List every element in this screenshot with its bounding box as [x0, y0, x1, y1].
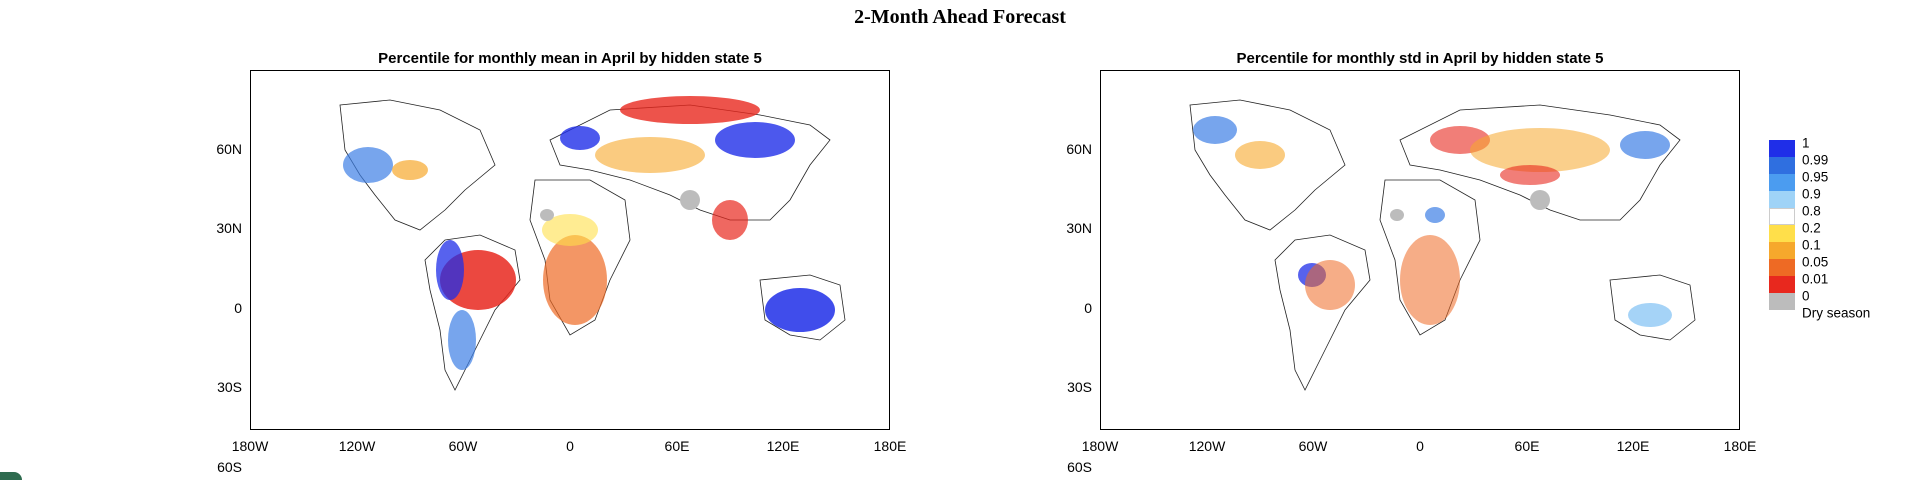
x-tick: 0	[566, 438, 574, 454]
world-map-mean	[250, 70, 890, 430]
legend-swatch	[1769, 259, 1795, 276]
patch-north-america-orange	[392, 160, 428, 180]
y-tick: 60N	[216, 141, 242, 157]
patch-africa-orange	[1400, 235, 1460, 325]
legend-swatch	[1769, 276, 1795, 293]
x-tick: 0	[1416, 438, 1424, 454]
legend-label: 0	[1802, 288, 1810, 304]
panel-title: Percentile for monthly std in April by h…	[1236, 50, 1604, 67]
patch-siberia-blue	[715, 122, 795, 158]
patch-north-america-orange	[1235, 141, 1285, 169]
y-tick: 30N	[216, 220, 242, 236]
legend-swatch	[1769, 174, 1795, 191]
patch-central-asia-orange	[595, 137, 705, 173]
legend-swatch	[1769, 157, 1795, 174]
patch-north-america-blue	[1193, 116, 1237, 144]
continent-outlines	[1189, 99, 1696, 391]
legend-swatch	[1769, 208, 1795, 225]
patch-south-america-blue	[436, 240, 464, 300]
patch-europe-blue	[560, 126, 600, 150]
y-tick: 0	[234, 300, 242, 316]
legend-swatch	[1769, 225, 1795, 242]
y-tick: 0	[1084, 300, 1092, 316]
map-border	[250, 70, 890, 430]
panel-title: Percentile for monthly mean in April by …	[378, 50, 762, 67]
legend-label: 0.9	[1802, 186, 1821, 202]
legend-label: 0.2	[1802, 220, 1821, 236]
x-tick: 60E	[1514, 438, 1540, 454]
legend-label: 1	[1802, 135, 1810, 151]
patch-india-dry	[680, 190, 700, 210]
y-tick: 30S	[1067, 379, 1092, 395]
patch-asia-red	[1500, 165, 1560, 185]
anomaly-patches	[343, 96, 835, 370]
x-tick: 60W	[448, 438, 478, 454]
figure-title: 2-Month Ahead Forecast	[854, 6, 1066, 28]
patch-north-america-blue	[343, 147, 393, 183]
x-tick: 180E	[1723, 438, 1757, 454]
x-tick: 120W	[338, 438, 376, 454]
patch-russia-red	[620, 96, 760, 124]
x-tick: 60E	[664, 438, 690, 454]
map-panel-mean: Percentile for monthly mean in April by …	[216, 50, 930, 475]
patch-siberia-blue	[1620, 131, 1670, 159]
patch-australia-blue	[765, 288, 835, 332]
legend-label: 0.99	[1802, 152, 1829, 168]
y-tick: 60S	[217, 459, 242, 475]
map-border	[1100, 70, 1740, 430]
x-tick: 60W	[1298, 438, 1328, 454]
patch-africa-yellow	[542, 214, 598, 246]
legend-label: 0.1	[1802, 237, 1821, 253]
y-tick: 60S	[1067, 459, 1092, 475]
patch-africa-blue	[1425, 207, 1445, 223]
legend-swatch	[1769, 242, 1795, 259]
patch-west-africa-dry	[1390, 209, 1404, 221]
y-tick: 30N	[1066, 220, 1092, 236]
legend-label: 0.95	[1802, 169, 1829, 185]
window-corner-bar	[0, 472, 22, 480]
world-map-std	[1100, 70, 1740, 430]
legend-label: 0.8	[1802, 203, 1821, 219]
x-tick: 120E	[1616, 438, 1650, 454]
patch-africa-orange	[543, 235, 607, 325]
x-tick: 180W	[1081, 438, 1119, 454]
patch-india-dry	[1530, 190, 1550, 210]
y-tick: 60N	[1066, 141, 1092, 157]
y-tick: 30S	[217, 379, 242, 395]
legend-label: 0.05	[1802, 254, 1829, 270]
legend-swatch	[1769, 140, 1795, 157]
legend-label: Dry season	[1802, 305, 1871, 321]
x-tick: 180E	[873, 438, 907, 454]
patch-west-africa-dry	[540, 209, 554, 221]
patch-australia-blue	[1628, 303, 1672, 327]
patch-asia-mixed-orange	[1470, 128, 1610, 172]
legend-swatch	[1769, 191, 1795, 208]
map-panel-std: Percentile for monthly std in April by h…	[1066, 50, 1780, 475]
x-tick: 120E	[766, 438, 800, 454]
legend-swatch	[1769, 293, 1795, 310]
patch-south-america-south-blue	[448, 310, 476, 370]
anomaly-patches	[1193, 116, 1672, 327]
patch-south-america-orange	[1305, 260, 1355, 310]
legend-label: 0.01	[1802, 271, 1829, 287]
x-tick: 120W	[1188, 438, 1226, 454]
x-tick: 180W	[231, 438, 269, 454]
patch-southeast-asia-red	[712, 200, 748, 240]
